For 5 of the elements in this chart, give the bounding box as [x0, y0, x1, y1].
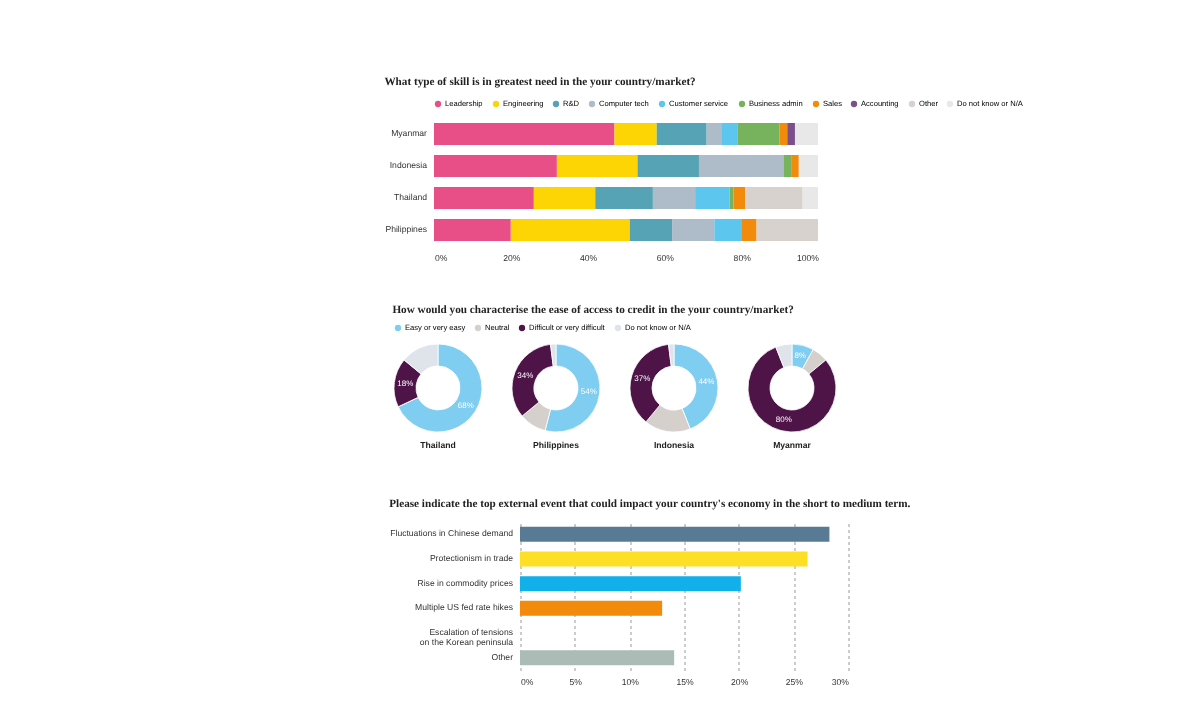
- bar: [520, 551, 808, 567]
- bar: [520, 650, 675, 666]
- bar: [520, 576, 741, 592]
- bar: [520, 526, 830, 542]
- bar: [520, 600, 663, 616]
